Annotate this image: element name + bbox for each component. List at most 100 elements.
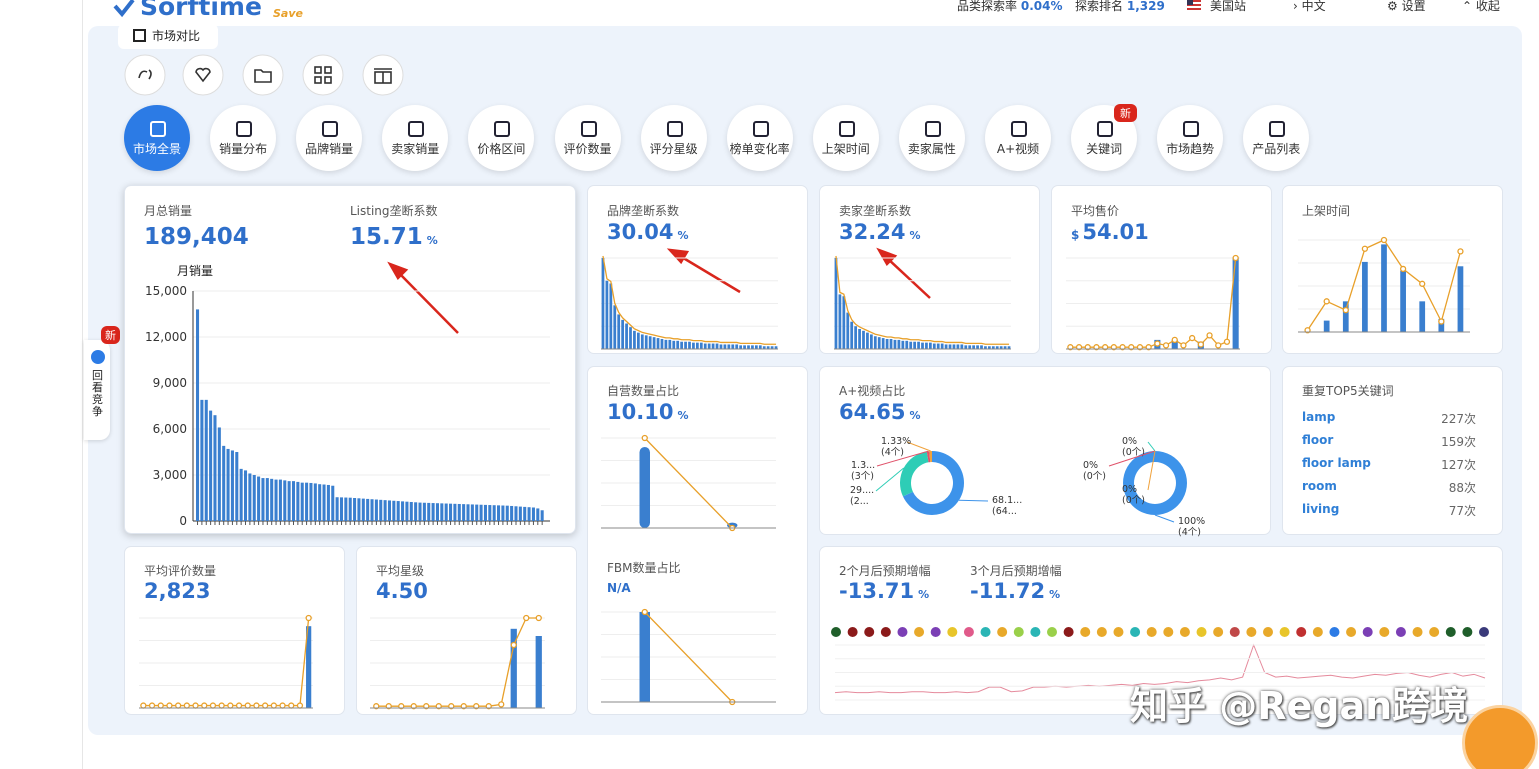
bar [727,344,731,349]
donut-segment [926,451,931,463]
point [535,614,542,622]
bar [885,338,889,349]
bar [869,334,873,349]
leader-line [1154,514,1175,523]
bar [230,450,234,521]
bar [518,506,522,521]
keyword: room [1302,479,1337,493]
card [1282,185,1503,354]
point [174,702,182,709]
nav-item[interactable]: 卖家属性 [898,105,965,171]
nav-item[interactable]: 销量分布 [210,105,277,171]
point [398,703,405,710]
bar [964,345,968,349]
nav-item[interactable]: 榜单变化率 [726,105,793,171]
bar [510,628,517,708]
leader-line [1108,450,1156,467]
event-dot [1047,627,1057,637]
nav-item[interactable]: 卖家销量 [382,105,449,171]
bar [1232,258,1239,349]
event-dot [1030,627,1041,637]
bar [948,344,952,349]
nav-item[interactable]: 价格区间 [468,105,535,171]
bar [1007,346,1011,349]
bar [747,345,750,349]
point [1093,344,1100,351]
nav-label: 市场趋势 [1166,142,1215,156]
value: 64.65 [839,400,906,424]
language[interactable]: › 中文 [1293,0,1326,13]
event-dot [963,627,974,637]
bar [1003,346,1007,349]
settings-label: 设置 [1401,0,1426,13]
card-value: 10.10% [607,400,688,424]
watermark: 知乎 @Regan跨境 [1130,684,1469,728]
tab[interactable]: 市场对比 [118,24,218,49]
bar [462,504,466,521]
event-dot [1179,627,1190,637]
bar [636,332,640,349]
event-dot [947,627,958,637]
point [1119,344,1126,351]
collapse[interactable]: ⌃ 收起 [1462,0,1500,13]
nav-icon [322,121,339,137]
bar [457,503,461,521]
donut-label: 100% [1178,516,1205,527]
bar [889,338,893,349]
nav-item[interactable]: 评价数量 [554,105,621,171]
bar [695,342,699,349]
nav-icon [1269,121,1286,137]
bar [639,447,650,528]
event-dot [914,627,925,637]
nav-item[interactable]: 市场趋势 [1157,105,1224,171]
bar [527,507,531,521]
toolbar-icons [124,54,404,96]
bar [466,504,470,521]
site[interactable]: 美国站 [1210,0,1247,13]
nav-item[interactable]: A+视频 [985,105,1051,171]
card-label: 3个月后预期增幅 [970,564,1062,578]
point [140,702,147,709]
bar [296,481,300,521]
point [296,702,304,709]
bar [968,345,972,349]
donut-count: (4个) [881,447,904,458]
bar [984,346,987,349]
donut-count: (0个) [1122,447,1145,458]
nav-item[interactable]: 品牌销量 [296,105,363,171]
bar [278,479,282,521]
stat-value: 1,329 [1126,0,1165,13]
nav-item[interactable]: 上架时间 [812,105,879,171]
bar [374,499,378,521]
value: 32.24 [839,220,906,244]
event-dot [1146,627,1157,637]
bar [483,504,487,521]
line [644,611,733,703]
unit: % [1049,588,1061,601]
nav-item[interactable]: 评分星级 [640,105,707,171]
point [423,703,430,710]
nav-icon [924,121,941,137]
bar [684,341,687,349]
point [253,702,260,709]
point [1323,298,1330,305]
bar [401,501,405,521]
collapse-label: 收起 [1475,0,1500,13]
settings[interactable]: ⚙ 设置 [1387,0,1426,13]
bar [488,505,492,521]
bar [601,258,605,349]
bar [1323,320,1330,332]
nav-item[interactable]: 产品列表 [1243,105,1310,171]
bar [475,504,479,521]
bar [440,503,444,521]
nav-item[interactable]: 市场全景 [124,105,190,171]
float-logo[interactable] [1462,705,1538,769]
point [1457,248,1464,255]
nav-label: 品牌销量 [305,142,354,156]
point [385,703,392,710]
point [373,703,380,710]
unit: % [677,229,689,242]
nav-label: 榜单变化率 [729,142,790,156]
